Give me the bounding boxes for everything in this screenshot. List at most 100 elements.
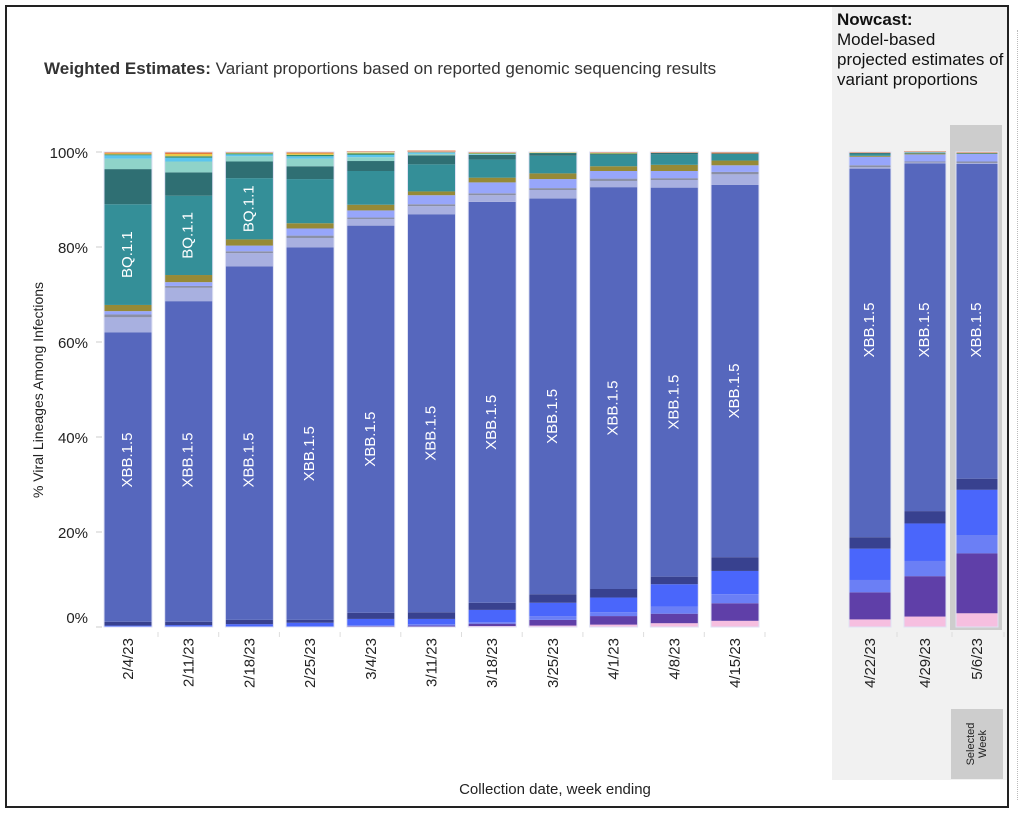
bar-segment-darkteal[interactable] bbox=[286, 166, 335, 180]
bar-segment-sky[interactable] bbox=[164, 157, 213, 162]
bar-segment-orange[interactable] bbox=[711, 152, 759, 154]
bar-segment-yellow[interactable] bbox=[104, 153, 152, 155]
bar-segment-xbb15[interactable] bbox=[164, 301, 213, 622]
bar-segment-pink[interactable] bbox=[650, 623, 699, 627]
bar-segment-lightblue[interactable] bbox=[711, 594, 759, 604]
bar-segment-sky[interactable] bbox=[468, 153, 517, 155]
bar-segment-bq11[interactable] bbox=[650, 154, 699, 165]
bar-segment-lavender[interactable] bbox=[849, 167, 891, 169]
bar-segment-bq11[interactable] bbox=[956, 152, 998, 154]
bar-segment-olive[interactable] bbox=[286, 223, 335, 229]
bar-segment-xbb15[interactable] bbox=[589, 187, 638, 589]
bar-segment-navy[interactable] bbox=[711, 557, 759, 571]
bar-segment-blue[interactable] bbox=[904, 523, 946, 561]
bar-segment-sky[interactable] bbox=[407, 152, 456, 154]
bar-segment-bq11[interactable] bbox=[589, 154, 638, 167]
bar-segment-green[interactable] bbox=[528, 152, 577, 154]
bar-segment-bq11[interactable] bbox=[225, 178, 274, 240]
bar-segment-periwinkle[interactable] bbox=[286, 228, 335, 236]
bar-segment-olive[interactable] bbox=[528, 173, 577, 180]
bar-segment-xbb15[interactable] bbox=[104, 332, 152, 622]
bar-segment-lavender[interactable] bbox=[225, 253, 274, 267]
bar-segment-navy[interactable] bbox=[904, 511, 946, 524]
bar-segment-xbb15[interactable] bbox=[956, 163, 998, 479]
bar-segment-periwinkle[interactable] bbox=[104, 311, 152, 315]
bar-segment-bq11[interactable] bbox=[904, 152, 946, 154]
bar-segment-olive[interactable] bbox=[589, 166, 638, 171]
bar-segment-lightblue[interactable] bbox=[407, 624, 456, 626]
bar-segment-bq11[interactable] bbox=[407, 164, 456, 192]
bar-segment-bq11[interactable] bbox=[849, 153, 891, 156]
bar-segment-green[interactable] bbox=[286, 154, 335, 157]
bar-segment-gray[interactable] bbox=[164, 285, 213, 288]
bar-segment-lavender[interactable] bbox=[286, 237, 335, 248]
bar-segment-lavender[interactable] bbox=[711, 174, 759, 185]
bar-segment-yellow[interactable] bbox=[286, 153, 335, 155]
bar-segment-lavender[interactable] bbox=[468, 195, 517, 202]
bar-segment-lavender[interactable] bbox=[956, 162, 998, 164]
bar-segment-xbb15[interactable] bbox=[528, 198, 577, 595]
selected-week-box[interactable] bbox=[951, 709, 1003, 779]
bar-segment-olive[interactable] bbox=[650, 164, 699, 171]
bar-segment-periwinkle[interactable] bbox=[407, 195, 456, 205]
bar-segment-periwinkle[interactable] bbox=[589, 171, 638, 179]
bar-segment-darkteal[interactable] bbox=[164, 172, 213, 196]
bar-segment-lavender[interactable] bbox=[589, 180, 638, 188]
bar-segment-bq11[interactable] bbox=[104, 204, 152, 305]
bar-segment-mint[interactable] bbox=[164, 161, 213, 173]
bar-segment-navy[interactable] bbox=[286, 619, 335, 623]
bar-segment-blue[interactable] bbox=[650, 584, 699, 607]
bar-segment-periwinkle[interactable] bbox=[225, 245, 274, 252]
bar-segment-lightblue[interactable] bbox=[849, 579, 891, 593]
bar-segment-pink[interactable] bbox=[849, 619, 891, 627]
bar-segment-bq11[interactable] bbox=[468, 159, 517, 178]
bar-segment-purple[interactable] bbox=[468, 623, 517, 627]
bar-segment-purple[interactable] bbox=[650, 613, 699, 624]
bar-segment-xbb15[interactable] bbox=[711, 184, 759, 558]
bar-segment-yellow[interactable] bbox=[225, 152, 274, 154]
bar-segment-bq11[interactable] bbox=[164, 195, 213, 276]
bar-segment-pink[interactable] bbox=[904, 616, 946, 627]
bar-segment-blue[interactable] bbox=[468, 609, 517, 623]
bar-segment-bq11[interactable] bbox=[346, 171, 395, 205]
bar-segment-olive[interactable] bbox=[468, 177, 517, 183]
bar-segment-blue[interactable] bbox=[346, 618, 395, 626]
bar-segment-orange[interactable] bbox=[407, 150, 456, 152]
bar-segment-periwinkle[interactable] bbox=[849, 156, 891, 166]
bar-segment-gray[interactable] bbox=[346, 217, 395, 219]
bar-segment-pink[interactable] bbox=[711, 620, 759, 627]
bar-segment-olive[interactable] bbox=[904, 153, 946, 155]
bar-segment-xbb15[interactable] bbox=[407, 214, 456, 613]
bar-segment-yellow[interactable] bbox=[346, 152, 395, 154]
bar-segment-gray[interactable] bbox=[956, 161, 998, 163]
bar-segment-navy[interactable] bbox=[528, 594, 577, 603]
bar-segment-green[interactable] bbox=[225, 153, 274, 155]
bar-segment-green[interactable] bbox=[407, 152, 456, 153]
bar-segment-blue[interactable] bbox=[164, 625, 213, 627]
bar-segment-darkteal[interactable] bbox=[225, 161, 274, 179]
bar-segment-xbb15[interactable] bbox=[468, 201, 517, 603]
bar-segment-navy[interactable] bbox=[956, 478, 998, 490]
bar-segment-navy[interactable] bbox=[589, 589, 638, 598]
bar-segment-mint[interactable] bbox=[225, 156, 274, 162]
bar-segment-periwinkle[interactable] bbox=[468, 182, 517, 194]
bar-segment-darkteal[interactable] bbox=[849, 152, 891, 154]
bar-segment-sky[interactable] bbox=[346, 154, 395, 158]
bar-segment-xbb15[interactable] bbox=[650, 187, 699, 577]
bar-segment-blue[interactable] bbox=[849, 548, 891, 580]
bar-segment-sky[interactable] bbox=[286, 156, 335, 159]
bar-segment-periwinkle[interactable] bbox=[164, 282, 213, 286]
bar-segment-yellow[interactable] bbox=[164, 153, 213, 157]
bar-segment-darkteal[interactable] bbox=[468, 154, 517, 160]
bar-segment-purple[interactable] bbox=[589, 616, 638, 625]
bar-segment-orange[interactable] bbox=[164, 152, 213, 154]
bar-segment-blue[interactable] bbox=[711, 570, 759, 595]
bar-segment-green[interactable] bbox=[589, 153, 638, 154]
bar-segment-lightblue[interactable] bbox=[589, 612, 638, 617]
bar-segment-gray[interactable] bbox=[589, 178, 638, 181]
bar-segment-yellow[interactable] bbox=[468, 152, 517, 154]
bar-segment-xbb15[interactable] bbox=[849, 168, 891, 538]
bar-segment-pink[interactable] bbox=[956, 613, 998, 627]
bar-segment-blue[interactable] bbox=[589, 597, 638, 613]
bar-segment-gray[interactable] bbox=[407, 204, 456, 207]
